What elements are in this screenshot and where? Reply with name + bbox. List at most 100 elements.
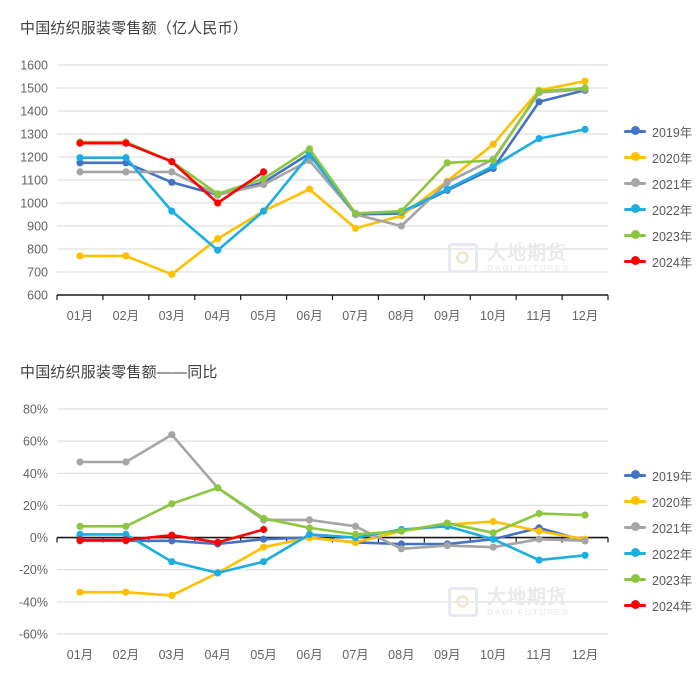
series-point-2023 — [351, 530, 360, 538]
series-point-2020 — [535, 527, 543, 535]
series-line-2019 — [78, 89, 587, 216]
legend-item-2019[interactable]: 2019年 — [624, 118, 692, 144]
legend-item-label: 2022年 — [652, 203, 693, 218]
series-point-2024 — [122, 139, 130, 147]
series-point-2023 — [535, 509, 543, 518]
series-point-2022 — [581, 551, 589, 559]
series-point-2021 — [443, 178, 451, 186]
legend-retail-yoy: 2019年 2020年 2021年 2022年 2023年 2024年 — [624, 462, 692, 618]
series-point-2022 — [168, 558, 176, 566]
series-point-2021 — [351, 522, 360, 530]
series-point-2020 — [122, 252, 130, 260]
legend-item-2019-yoy[interactable]: 2019年 — [624, 462, 692, 488]
x-axis-tick-label: 10月 — [480, 309, 506, 323]
y-axis-tick-label: 1000 — [20, 197, 48, 211]
series-point-2023 — [489, 529, 497, 537]
series-point-2024 — [168, 531, 176, 539]
y-axis-tick-label: 60% — [23, 435, 48, 449]
legend-item-2020-yoy[interactable]: 2020年 — [624, 488, 692, 514]
legend-item-label: 2021年 — [652, 521, 693, 536]
legend-item-2024[interactable]: 2024年 — [624, 248, 692, 274]
legend-item-2021-yoy[interactable]: 2021年 — [624, 514, 692, 540]
series-point-2024 — [76, 139, 84, 147]
legend-swatch-icon — [624, 126, 646, 135]
x-axis-tick-label: 12月 — [572, 648, 598, 662]
retail-value-plot-area: 600 700 800 900 1000 1100 1200 1300 1400 1500 1600… — [20, 59, 609, 323]
series-line-2023 — [78, 86, 587, 215]
y-axis-tick-label: 1600 — [20, 59, 48, 73]
y-axis-tick-label: 80% — [23, 403, 48, 417]
legend-item-2023-yoy[interactable]: 2023年 — [624, 566, 692, 592]
x-axis-tick-label: 01月 — [67, 648, 93, 662]
legend-swatch-icon — [624, 522, 646, 531]
legend-item-2024-yoy[interactable]: 2024年 — [624, 592, 692, 618]
y-axis-tick-label: -40% — [19, 595, 48, 609]
series-point-2020 — [260, 543, 268, 551]
legend-item-label: 2019年 — [652, 125, 693, 140]
series-point-2024 — [214, 199, 222, 207]
x-axis-tick-label: 04月 — [205, 648, 231, 662]
series-point-2021 — [76, 458, 84, 466]
series-point-2023 — [260, 175, 268, 183]
series-point-2021 — [122, 168, 130, 176]
series-point-2022 — [489, 535, 497, 543]
x-axis-tick-label: 01月 — [67, 309, 93, 323]
series-point-2023 — [122, 522, 130, 530]
y-axis-tick-label: 1200 — [20, 151, 48, 165]
x-axis-tick-label: 03月 — [159, 309, 185, 323]
legend-swatch-icon — [624, 204, 646, 213]
series-point-2020 — [168, 591, 176, 599]
x-axis-tick-label: 05月 — [250, 309, 276, 323]
legend-item-label: 2024年 — [652, 255, 693, 270]
legend-swatch-icon — [624, 600, 646, 609]
legend-item-label: 2024年 — [652, 599, 693, 614]
x-axis-tick-label: 12月 — [572, 309, 598, 323]
series-point-2024 — [168, 158, 176, 166]
series-point-2021 — [581, 537, 589, 545]
x-axis-tick-label: 07月 — [342, 648, 368, 662]
legend-swatch-icon — [624, 496, 646, 505]
y-axis-tick-label: 1300 — [20, 128, 48, 142]
series-point-2022 — [168, 207, 176, 215]
series-point-2023 — [535, 87, 543, 95]
series-point-2021 — [397, 545, 405, 553]
legend-swatch-icon — [624, 256, 646, 265]
series-point-2020 — [168, 270, 176, 278]
series-point-2022 — [122, 154, 130, 162]
legend-item-label: 2020年 — [652, 495, 693, 510]
y-axis-tick-label: 1500 — [20, 82, 48, 96]
x-axis-tick-label: 02月 — [113, 309, 139, 323]
y-axis-tick-label: 800 — [27, 243, 48, 257]
series-point-2020 — [581, 77, 589, 85]
series-point-2021 — [443, 542, 451, 550]
series-point-2022 — [214, 569, 222, 577]
x-axis-tick-label: 04月 — [205, 309, 231, 323]
legend-item-label: 2020年 — [652, 151, 693, 166]
series-point-2020 — [305, 185, 314, 193]
legend-item-2023[interactable]: 2023年 — [624, 222, 692, 248]
series-point-2024 — [260, 525, 268, 534]
legend-swatch-icon — [624, 178, 646, 187]
legend-item-label: 2019年 — [652, 469, 693, 484]
y-axis-tick-label: 1400 — [20, 105, 48, 119]
series-point-2024 — [76, 536, 84, 544]
legend-item-label: 2021年 — [652, 177, 693, 192]
series-point-2023 — [214, 484, 222, 492]
x-axis-tick-label: 06月 — [296, 648, 322, 662]
series-point-2021 — [76, 168, 84, 176]
series-point-2022 — [535, 135, 543, 143]
series-point-2021 — [489, 543, 497, 551]
series-point-2022 — [443, 185, 451, 193]
legend-item-2021[interactable]: 2021年 — [624, 170, 692, 196]
series-point-2023 — [168, 500, 176, 508]
legend-item-2020[interactable]: 2020年 — [624, 144, 692, 170]
series-point-2020 — [489, 140, 497, 148]
series-line-2022 — [78, 525, 587, 575]
legend-swatch-icon — [624, 152, 646, 161]
legend-retail-value: 2019年 2020年 2021年 2022年 2023年 2024年 — [624, 118, 692, 274]
series-point-2021 — [535, 535, 543, 543]
legend-item-2022[interactable]: 2022年 — [624, 196, 692, 222]
legend-item-2022-yoy[interactable]: 2022年 — [624, 540, 692, 566]
x-axis-tick-label: 08月 — [388, 648, 414, 662]
series-line-2021 — [78, 433, 587, 551]
